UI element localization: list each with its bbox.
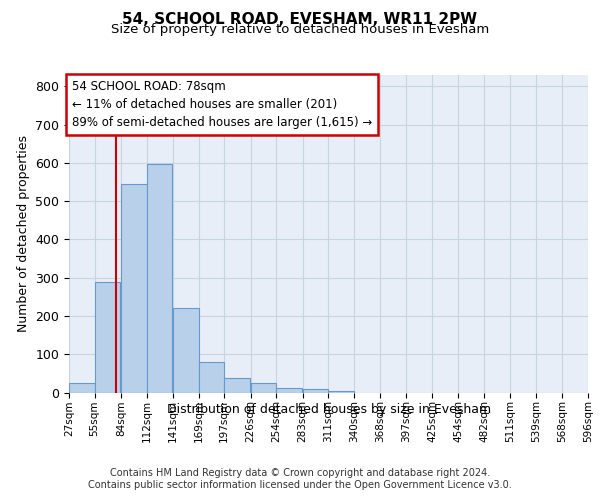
- Bar: [95, 282, 120, 393]
- Bar: [251, 383, 276, 392]
- Bar: [146, 164, 172, 392]
- Bar: [328, 390, 353, 392]
- Bar: [199, 362, 224, 392]
- Bar: [121, 184, 146, 392]
- Text: Contains public sector information licensed under the Open Government Licence v3: Contains public sector information licen…: [88, 480, 512, 490]
- Bar: [69, 383, 95, 392]
- Text: Contains HM Land Registry data © Crown copyright and database right 2024.: Contains HM Land Registry data © Crown c…: [110, 468, 490, 477]
- Bar: [224, 378, 250, 392]
- Text: 54 SCHOOL ROAD: 78sqm
← 11% of detached houses are smaller (201)
89% of semi-det: 54 SCHOOL ROAD: 78sqm ← 11% of detached …: [71, 80, 372, 129]
- Bar: [302, 389, 328, 392]
- Text: Distribution of detached houses by size in Evesham: Distribution of detached houses by size …: [167, 402, 491, 415]
- Bar: [276, 388, 302, 392]
- Text: Size of property relative to detached houses in Evesham: Size of property relative to detached ho…: [111, 24, 489, 36]
- Y-axis label: Number of detached properties: Number of detached properties: [17, 135, 30, 332]
- Text: 54, SCHOOL ROAD, EVESHAM, WR11 2PW: 54, SCHOOL ROAD, EVESHAM, WR11 2PW: [122, 12, 478, 28]
- Bar: [173, 308, 199, 392]
